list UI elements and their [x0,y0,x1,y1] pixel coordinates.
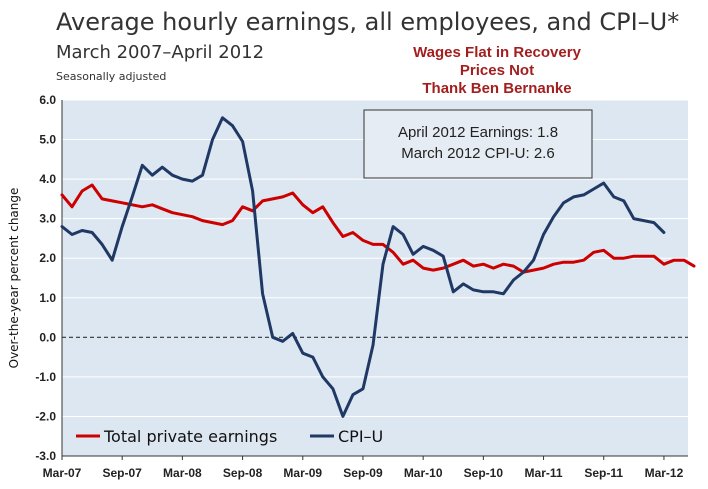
y-tick-label: -3.0 [35,449,56,463]
y-tick-label: -1.0 [35,370,56,384]
y-tick-label: 1.0 [39,291,56,305]
x-tick-label: Sep-08 [223,466,263,480]
y-tick-label: 0.0 [39,330,56,344]
callout-annotation: Wages Flat in Recovery Prices Not Thank … [392,44,602,98]
series-lines [60,116,696,418]
y-tick-label: 5.0 [39,133,56,147]
info-box: April 2012 Earnings: 1.8 March 2012 CPI-… [363,109,593,179]
legend: Total private earnings CPI–U [76,427,383,446]
x-tick-label: Mar-12 [645,466,684,480]
y-tick-label: 6.0 [39,93,56,107]
callout-line-3: Thank Ben Bernanke [422,80,572,97]
axes: 6.0 5.0 4.0 3.0 2.0 1.0 0.0 -1.0 -2.0 -3.0 Mar-07 S… [35,93,688,480]
chart-title: Average hourly earnings, all employees, … [56,8,680,36]
y-axis-label: Over-the-year percent change [7,188,21,369]
callout-line-2: Prices Not [459,62,535,79]
legend-label-cpi: CPI–U [338,427,383,446]
cpi-line [60,116,666,418]
y-tick-label: -2.0 [35,409,56,423]
earnings-line [60,183,696,274]
x-tick-label: Sep-07 [103,466,143,480]
info-box-line-1: April 2012 Earnings: 1.8 [398,124,558,141]
chart-subtitle: March 2007–April 2012 [56,42,265,63]
x-tick-label: Sep-11 [584,466,623,480]
y-tick-label: 2.0 [39,251,56,265]
x-tick-label: Sep-09 [343,466,383,480]
x-tick-label: Sep-10 [464,466,504,480]
info-box-frame [363,109,593,179]
x-tick-label: Mar-10 [404,466,443,480]
legend-label-earnings: Total private earnings [103,427,277,446]
callout-line-1: Wages Flat in Recovery [413,44,581,61]
x-tick-label: Mar-09 [283,466,322,480]
x-tick-label: Mar-07 [43,466,82,480]
y-tick-label: 4.0 [39,172,56,186]
y-tick-label: 3.0 [39,212,56,226]
x-tick-label: Mar-08 [163,466,202,480]
seasonal-note: Seasonally adjusted [56,70,167,83]
x-tick-label: Mar-11 [525,466,563,480]
info-box-line-2: March 2012 CPI-U: 2.6 [401,145,554,162]
